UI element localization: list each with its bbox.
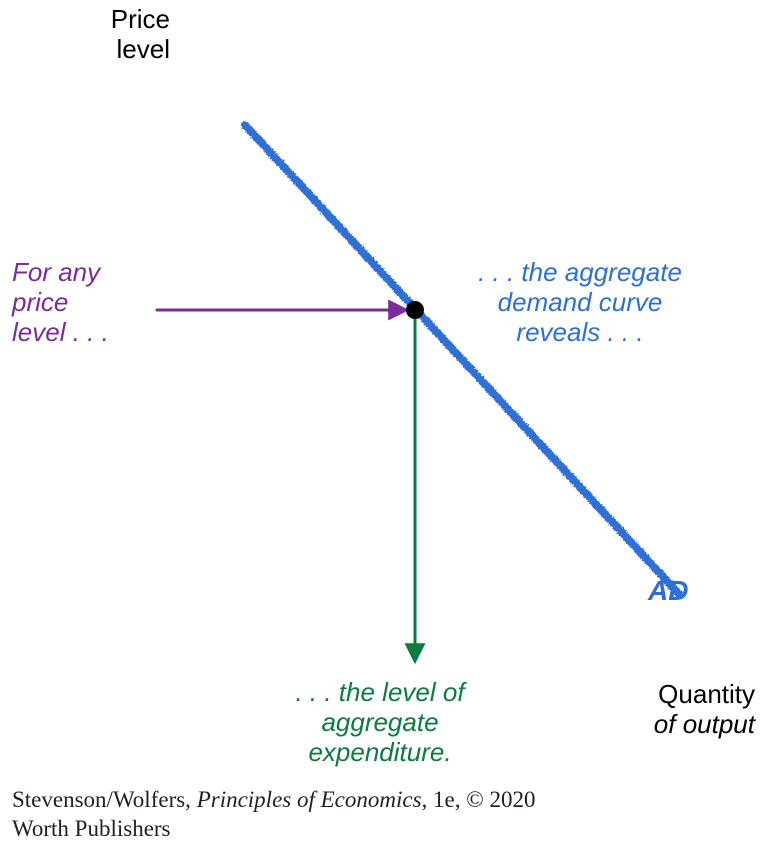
credit-line-1b: Principles of Economics <box>197 787 422 812</box>
ad-curve-annotation-l3: reveals . . . <box>440 318 720 348</box>
x-axis-label: Quantity of output <box>580 680 755 740</box>
ad-curve-annotation: . . . the aggregate demand curve reveals… <box>440 258 720 348</box>
x-axis-label-line1: Quantity <box>580 680 755 710</box>
ad-curve <box>245 125 680 595</box>
credit-line-1c: , 1e, © 2020 <box>422 787 536 812</box>
x-axis-label-line2: of output <box>580 710 755 740</box>
expenditure-annotation-l3: expenditure. <box>230 738 530 768</box>
ad-label: AD <box>648 575 688 607</box>
credit-line-1: Stevenson/Wolfers, Principles of Economi… <box>12 786 535 815</box>
ad-curve-annotation-l2: demand curve <box>440 288 720 318</box>
price-level-annotation: For any price level . . . <box>12 258 152 348</box>
y-axis-label-line1: Price <box>60 5 170 35</box>
intersection-point <box>406 301 424 319</box>
price-level-annotation-l1: For any <box>12 258 152 288</box>
credit-line-1a: Stevenson/Wolfers, <box>12 787 197 812</box>
credit-line: Stevenson/Wolfers, Principles of Economi… <box>12 786 535 844</box>
ad-curve-annotation-l1: . . . the aggregate <box>440 258 720 288</box>
y-axis-label: Price level <box>60 5 170 65</box>
expenditure-annotation-l2: aggregate <box>230 708 530 738</box>
expenditure-annotation-l1: . . . the level of <box>230 678 530 708</box>
credit-line-2: Worth Publishers <box>12 815 535 844</box>
price-level-annotation-l3: level . . . <box>12 318 152 348</box>
y-axis-label-line2: level <box>60 35 170 65</box>
chart-canvas: Price level Quantity of output For any p… <box>0 0 775 846</box>
price-level-annotation-l2: price <box>12 288 152 318</box>
expenditure-annotation: . . . the level of aggregate expenditure… <box>230 678 530 768</box>
